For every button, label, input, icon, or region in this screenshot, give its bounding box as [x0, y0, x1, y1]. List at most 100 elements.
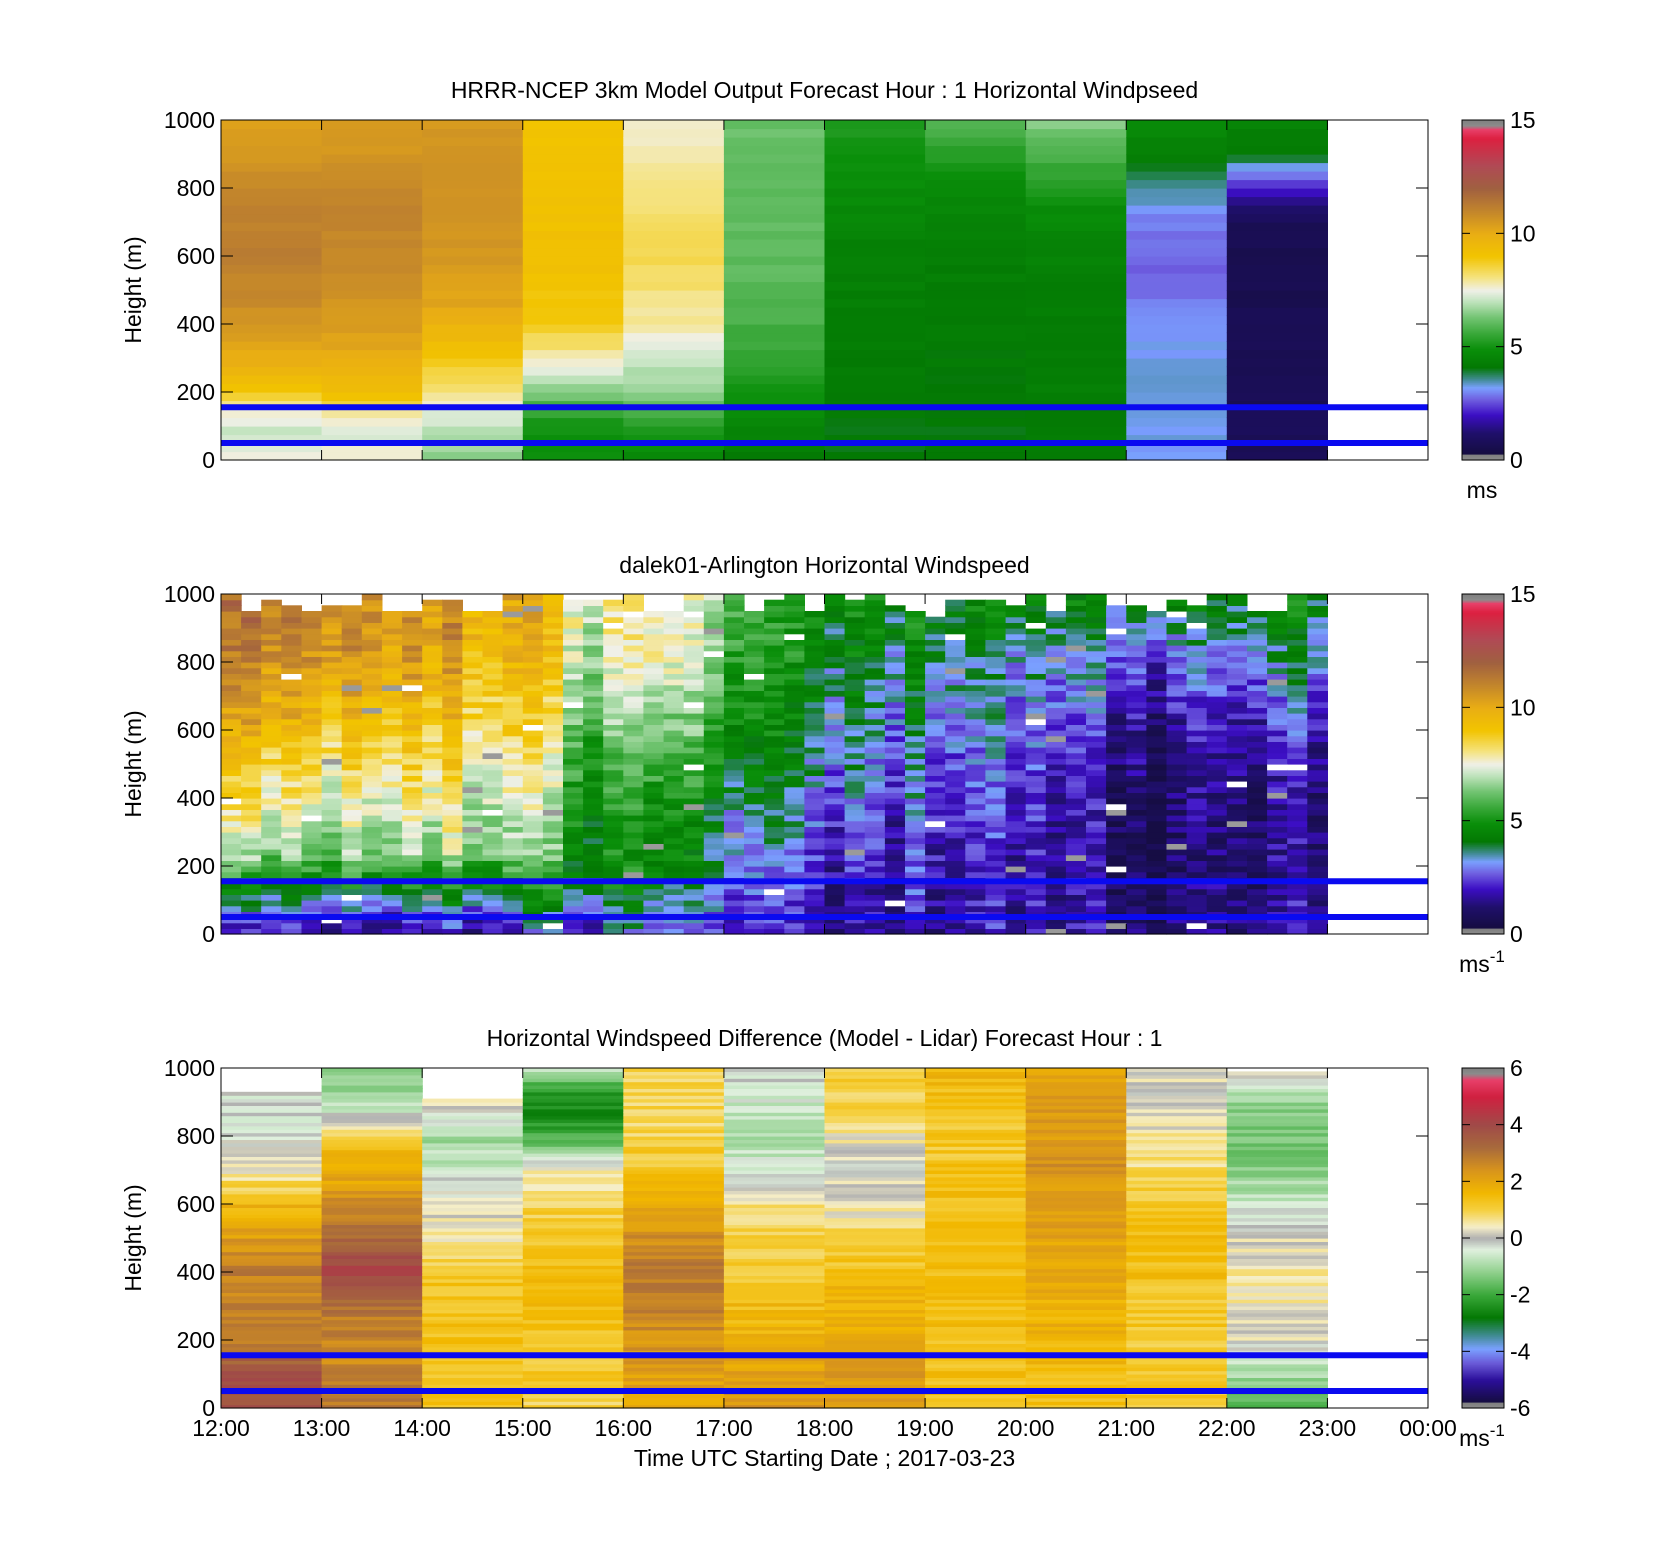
heatmap-cell [905, 849, 926, 856]
heatmap-cell [623, 752, 644, 759]
heatmap-cell [583, 775, 604, 782]
heatmap-cell [844, 854, 866, 861]
heatmap-cell [522, 1299, 624, 1304]
colorbar-swatch [1462, 832, 1504, 835]
heatmap-cell [1226, 409, 1328, 419]
heatmap-cell [341, 639, 363, 646]
colorbar-swatch [1462, 368, 1504, 371]
heatmap-cell [1287, 622, 1308, 629]
heatmap-cell [884, 894, 906, 901]
heatmap-cell [603, 650, 624, 657]
heatmap-cell [925, 1380, 1027, 1385]
heatmap-cell [945, 769, 966, 776]
heatmap-cell [522, 1091, 624, 1096]
heatmap-cell [422, 1149, 524, 1154]
heatmap-cell [321, 1340, 423, 1344]
heatmap-cell [522, 1119, 624, 1123]
heatmap-cell [1045, 809, 1067, 816]
heatmap-cell [502, 803, 524, 810]
heatmap-cell [824, 1081, 926, 1086]
heatmap-cell [221, 1384, 323, 1389]
heatmap-cell [1247, 786, 1268, 793]
heatmap-cell [522, 758, 544, 765]
colorbar-swatch [1462, 638, 1504, 641]
heatmap-cell [1287, 599, 1308, 606]
colorbar-swatch [1462, 392, 1504, 395]
heatmap-cell [462, 798, 484, 805]
heatmap-cell [1025, 1306, 1127, 1310]
heatmap-cell [1086, 679, 1107, 686]
heatmap-cell [1287, 837, 1308, 844]
heatmap-cell [1166, 679, 1188, 686]
heatmap-cell [422, 1214, 524, 1219]
heatmap-cell [221, 290, 323, 300]
heatmap-cell [261, 656, 282, 663]
heatmap-cell [884, 792, 906, 799]
heatmap-cell [864, 849, 886, 856]
heatmap-cell [1166, 667, 1188, 674]
heatmap-cell [603, 843, 624, 850]
heatmap-cell [925, 1312, 1027, 1317]
heatmap-cell [844, 718, 866, 725]
heatmap-cell [663, 764, 685, 771]
heatmap-cell [683, 718, 705, 725]
heatmap-cell [864, 905, 886, 912]
heatmap-cell [502, 905, 524, 912]
heatmap-cell [261, 837, 282, 844]
heatmap-cell [522, 145, 624, 155]
heatmap-cell [321, 154, 423, 164]
heatmap-cell [221, 1125, 323, 1130]
heatmap-cell [623, 1122, 725, 1127]
heatmap-cell [321, 171, 423, 181]
heatmap-cell [925, 775, 946, 782]
heatmap-cell [221, 1251, 323, 1256]
colorbar-swatch [1462, 202, 1504, 205]
heatmap-cell [422, 1265, 524, 1270]
colorbar-swatch [1462, 644, 1504, 647]
colorbar-swatch [1462, 376, 1504, 379]
heatmap-cell [402, 696, 423, 703]
heatmap-cell [301, 656, 323, 663]
heatmap-cell [905, 673, 926, 680]
heatmap-cell [1005, 843, 1027, 850]
heatmap-cell [221, 1404, 323, 1409]
heatmap-cell [1025, 1316, 1127, 1321]
heatmap-cell [623, 1149, 725, 1154]
heatmap-cell [221, 1115, 323, 1120]
heatmap-cell [261, 645, 282, 652]
heatmap-cell [1206, 599, 1228, 606]
heatmap-cell [482, 684, 504, 691]
heatmap-cell [925, 1081, 1027, 1086]
heatmap-cell [221, 1112, 323, 1117]
heatmap-cell [301, 832, 323, 839]
heatmap-cell [442, 752, 463, 759]
heatmap-cell [1186, 764, 1208, 771]
heatmap-cell [925, 213, 1027, 223]
heatmap-cell [623, 860, 644, 867]
heatmap-cell [925, 1197, 1027, 1202]
heatmap-cell [764, 781, 785, 788]
heatmap-cell [221, 1370, 323, 1375]
heatmap-cell [1025, 1210, 1127, 1215]
heatmap-cell [784, 849, 805, 856]
colorbar-swatch [1462, 812, 1504, 815]
heatmap-cell [985, 854, 1007, 861]
heatmap-cell [623, 1200, 725, 1205]
heatmap-cell [1065, 599, 1087, 606]
heatmap-cell [723, 341, 826, 351]
heatmap-cell [462, 843, 484, 850]
heatmap-cell [703, 616, 725, 623]
heatmap-cell [945, 900, 966, 907]
heatmap-cell [804, 701, 826, 708]
heatmap-cell [1025, 888, 1047, 895]
heatmap-cell [723, 434, 826, 444]
colorbar-swatch [1462, 806, 1504, 809]
heatmap-cell [804, 849, 826, 856]
heatmap-cell [301, 679, 323, 686]
heatmap-cell [422, 1380, 524, 1385]
heatmap-cell [663, 888, 685, 895]
heatmap-cell [1287, 905, 1308, 912]
heatmap-cell [321, 917, 343, 924]
heatmap-cell [221, 883, 242, 890]
heatmap-cell [884, 820, 906, 827]
